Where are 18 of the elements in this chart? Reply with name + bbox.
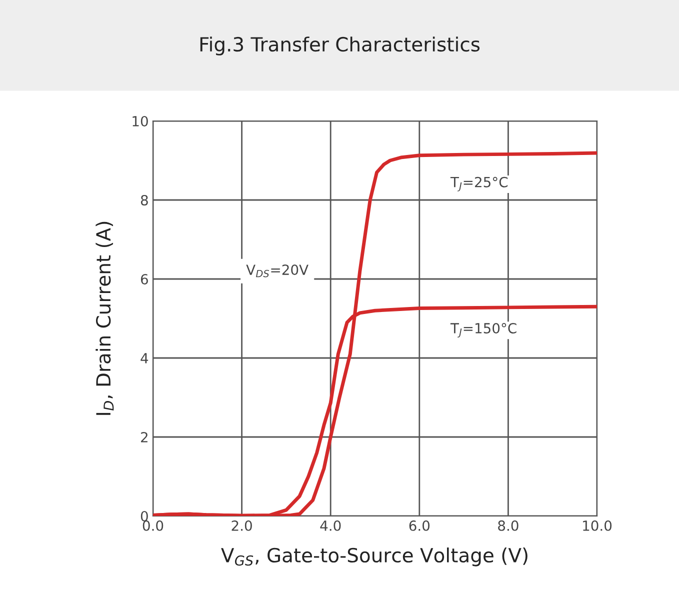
- y-tick-label: 6: [140, 274, 148, 284]
- chart-title: Fig.3 Transfer Characteristics: [200, 36, 480, 56]
- x-axis-title: V$_{GS}$, Gate-to-Source Voltage (V): [221, 547, 528, 566]
- y-tick-label: 10: [132, 116, 148, 126]
- x-tick-label: 10.0: [583, 520, 612, 531]
- y-tick-label: 2: [141, 432, 148, 442]
- x-tick-label: 6.0: [409, 520, 430, 531]
- y-tick-label: 8: [140, 194, 148, 206]
- x-tick-label: 0.0: [142, 520, 164, 531]
- y-tick-label: 0: [140, 510, 148, 522]
- x-tick-label: 4.0: [320, 520, 341, 531]
- x-tick-label: 8.0: [498, 520, 518, 531]
- x-tick-label: 2.0: [232, 520, 252, 531]
- y-axis-title: I$_{D}$, Drain Current (A): [96, 222, 114, 415]
- series-label: T$_{J}$=25°C: [450, 176, 508, 192]
- y-tick-label: 4: [140, 353, 148, 364]
- annotation: V$_{DS}$=20V: [246, 264, 308, 278]
- series-label: T$_{J}$=150°C: [450, 322, 516, 338]
